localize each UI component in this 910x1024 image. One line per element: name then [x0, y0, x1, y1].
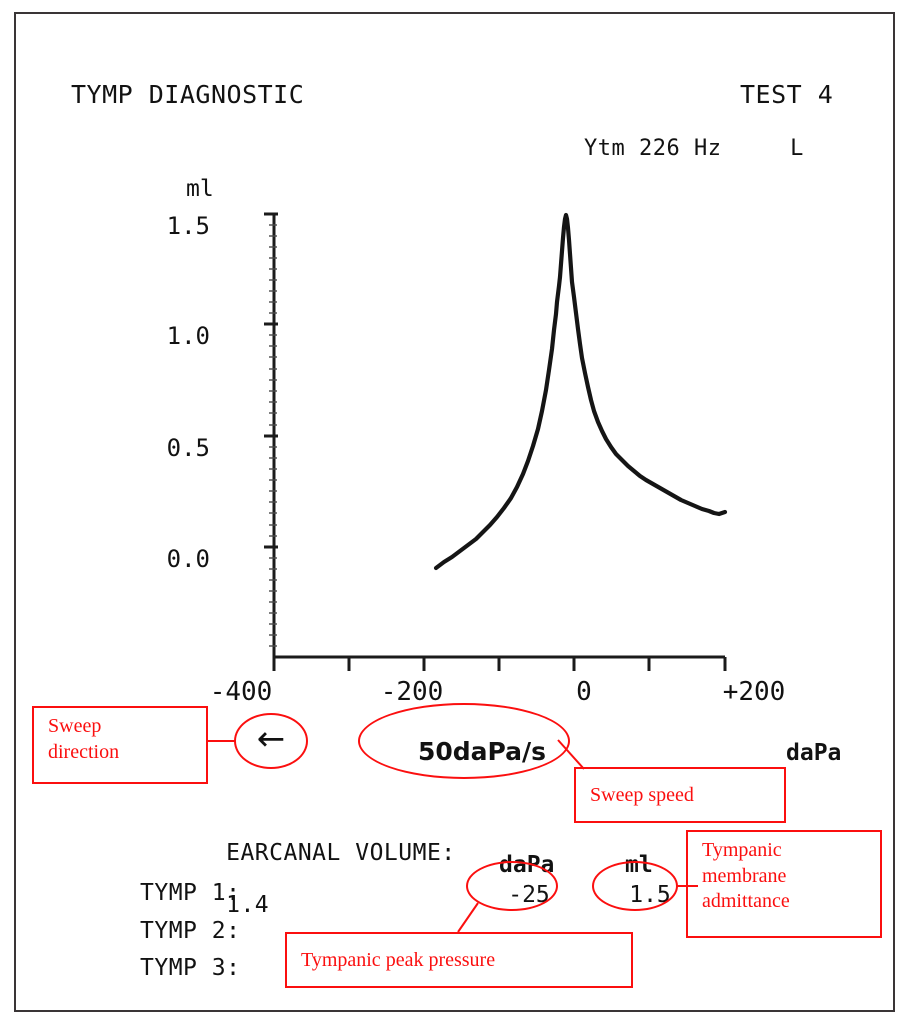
sweep-direction-ellipse: [234, 713, 308, 769]
y-tick-label-0-0: 0.0: [166, 545, 210, 573]
earcanal-volume-line: EARCANAL VOLUME: 1.4: [140, 814, 456, 944]
earcanal-volume-value: 1.4: [226, 892, 270, 918]
y-tick-label-1-5: 1.5: [166, 212, 210, 240]
leader-tympanic-peak-pressure: [457, 902, 479, 933]
x-tick-label-plus-200: +200: [722, 677, 786, 707]
annotation-tympanic-membrane-admittance-line-2: membrane: [702, 864, 787, 887]
y-tick-label-1-0: 1.0: [166, 322, 210, 350]
tymp-row-2-label: TYMP 2:: [140, 918, 241, 944]
tympanic-membrane-admittance-ellipse: [592, 861, 678, 911]
annotation-tympanic-membrane-admittance-line-3: admittance: [702, 890, 790, 913]
annotation-sweep-direction: Sweep direction: [32, 706, 208, 784]
annotation-tympanic-peak-pressure: Tympanic peak pressure: [285, 932, 633, 988]
tympanic-peak-pressure-ellipse: [466, 861, 558, 911]
leader-sweep-speed: [557, 739, 585, 770]
x-tick-label-minus-400: -400: [209, 677, 273, 707]
annotation-sweep-direction-line-1: Sweep: [48, 715, 102, 737]
probe-tone-label: Ytm 226 Hz L: [584, 136, 804, 161]
page-title: TYMP DIAGNOSTIC: [71, 80, 305, 109]
annotation-sweep-speed: Sweep speed: [574, 767, 786, 823]
tymp-row-3-label: TYMP 3:: [140, 955, 241, 981]
x-tick-label-zero: 0: [576, 677, 592, 707]
test-number-label: TEST 4: [740, 80, 834, 109]
leader-sweep-direction: [208, 740, 236, 742]
earcanal-volume-label: EARCANAL VOLUME:: [226, 840, 456, 866]
annotation-tympanic-membrane-admittance: Tympanic membrane admittance: [686, 830, 882, 938]
y-axis-unit-label: ml: [186, 176, 214, 202]
annotation-tympanic-membrane-admittance-line-1: Tympanic: [702, 839, 782, 861]
x-tick-label-minus-200: -200: [380, 677, 444, 707]
annotation-sweep-speed-text: Sweep speed: [590, 784, 694, 806]
arrow-left-icon: ←: [256, 719, 286, 759]
sweep-speed-ellipse: [358, 703, 570, 779]
x-axis-unit-label: daPa: [786, 740, 842, 766]
tymp-row-1-label: TYMP 1:: [140, 880, 241, 906]
annotation-tympanic-peak-pressure-text: Tympanic peak pressure: [301, 949, 496, 971]
y-tick-label-0-5: 0.5: [166, 434, 210, 462]
annotation-sweep-direction-line-2: direction: [48, 740, 120, 763]
